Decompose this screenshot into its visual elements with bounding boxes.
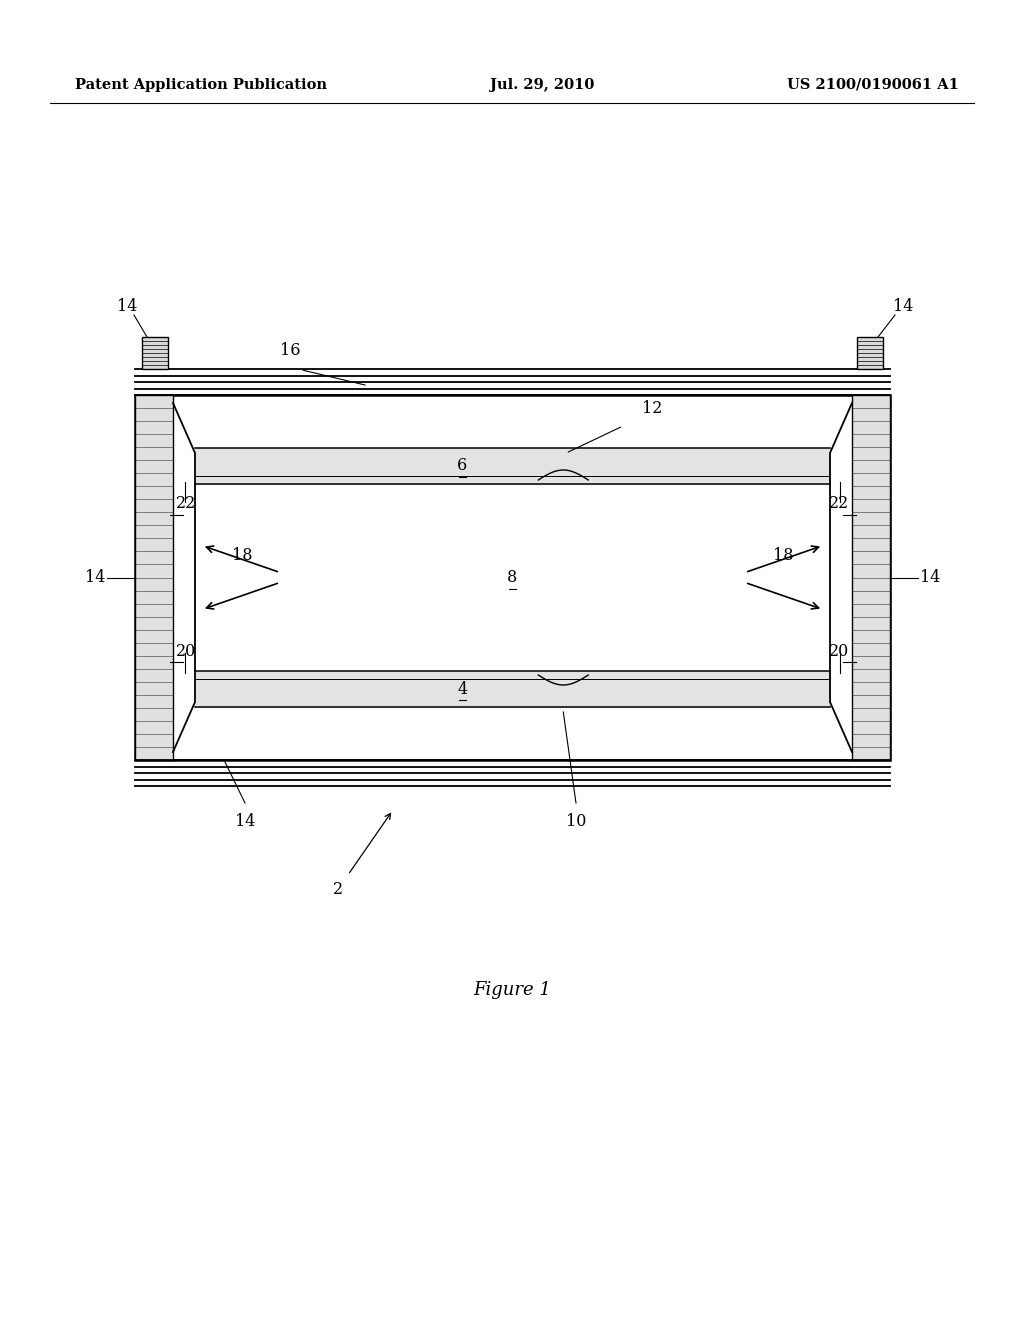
Text: 8: 8 (507, 569, 517, 586)
Text: Figure 1: Figure 1 (473, 981, 551, 999)
Text: 14: 14 (234, 813, 255, 829)
Text: 20: 20 (176, 643, 197, 660)
Text: 22: 22 (828, 495, 849, 512)
Bar (135, 395, 173, 760)
Bar (857, 337, 883, 370)
Text: 18: 18 (773, 546, 794, 564)
Bar (852, 395, 890, 760)
Text: 10: 10 (566, 813, 586, 829)
Text: 14: 14 (893, 298, 913, 315)
Bar (135, 395, 890, 760)
Text: Jul. 29, 2010: Jul. 29, 2010 (489, 78, 594, 92)
Text: 16: 16 (280, 342, 300, 359)
Text: 22: 22 (176, 495, 197, 512)
Text: 6: 6 (458, 458, 468, 474)
Text: 4: 4 (458, 681, 468, 697)
Text: 14: 14 (117, 298, 137, 315)
Text: 14: 14 (920, 569, 940, 586)
Text: Patent Application Publication: Patent Application Publication (75, 78, 327, 92)
Text: US 2100/0190061 A1: US 2100/0190061 A1 (787, 78, 959, 92)
Text: 2: 2 (333, 882, 343, 899)
Text: 20: 20 (828, 643, 849, 660)
Text: 18: 18 (231, 546, 252, 564)
Text: 14: 14 (85, 569, 105, 586)
Bar (142, 337, 168, 370)
Text: 12: 12 (642, 400, 663, 417)
